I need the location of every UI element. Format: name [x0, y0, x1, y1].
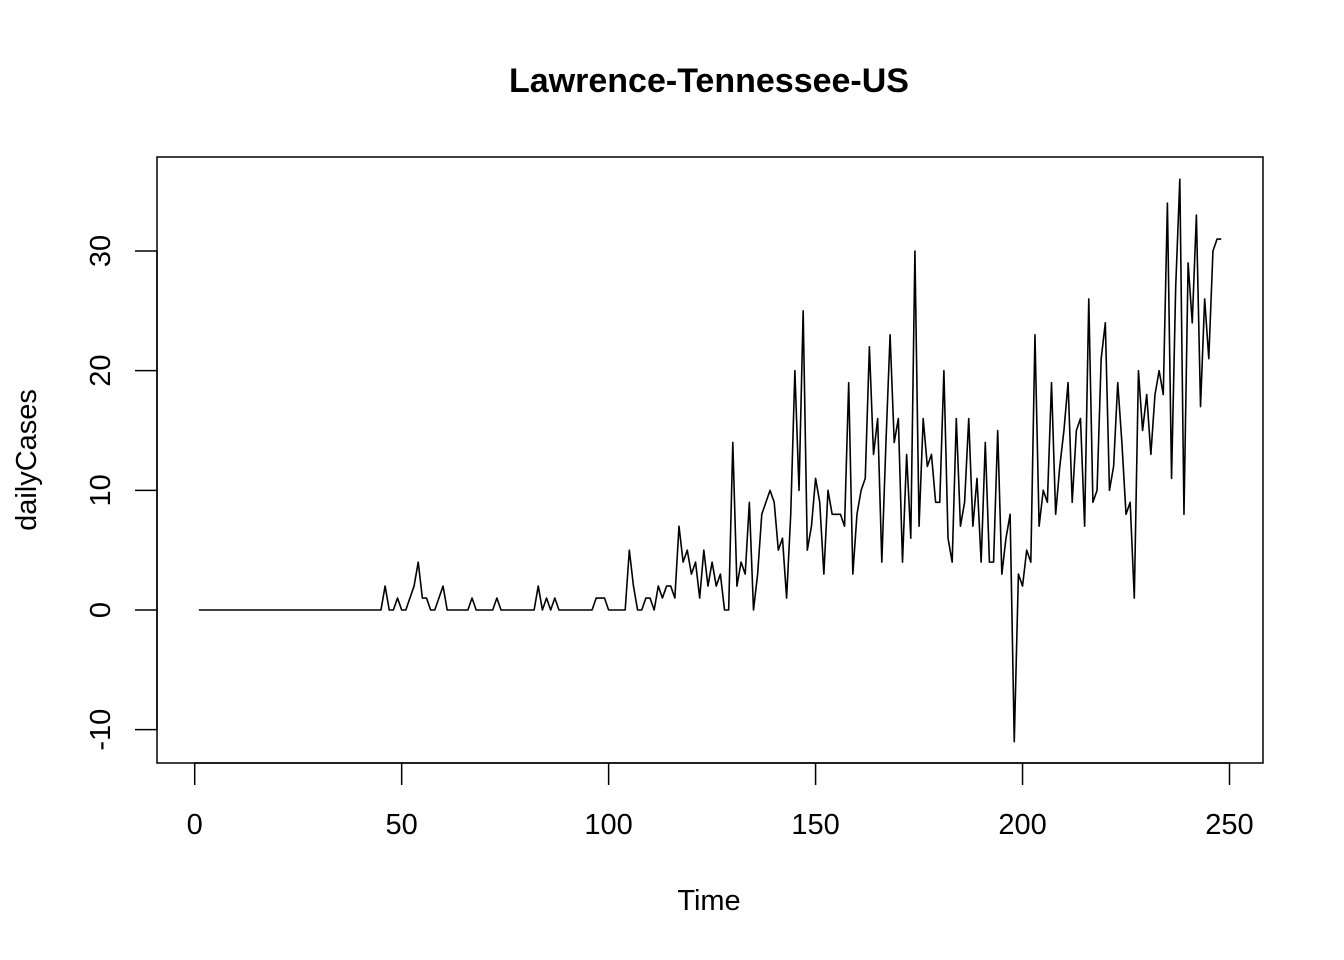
x-axis: 0 50 100 150 200 250 — [187, 762, 1254, 841]
y-axis: -10 0 10 20 30 — [85, 235, 158, 751]
x-tick-label: 250 — [1205, 809, 1253, 841]
y-tick-label: 30 — [85, 235, 117, 267]
y-tick-label: -10 — [85, 709, 117, 751]
x-axis-label: Time — [677, 885, 740, 917]
x-tick-label: 0 — [187, 809, 203, 841]
x-tick-label: 50 — [386, 809, 418, 841]
plot-frame — [156, 156, 1264, 764]
y-axis-label: dailyCases — [11, 389, 43, 531]
y-tick-label: 0 — [85, 602, 117, 618]
chart-title: Lawrence-Tennessee-US — [509, 62, 909, 100]
x-tick-label: 150 — [791, 809, 839, 841]
series-line — [198, 178, 1222, 743]
y-tick-label: 20 — [85, 355, 117, 387]
y-tick-label: 10 — [85, 474, 117, 506]
x-tick-label: 200 — [998, 809, 1046, 841]
x-tick-label: 100 — [584, 809, 632, 841]
